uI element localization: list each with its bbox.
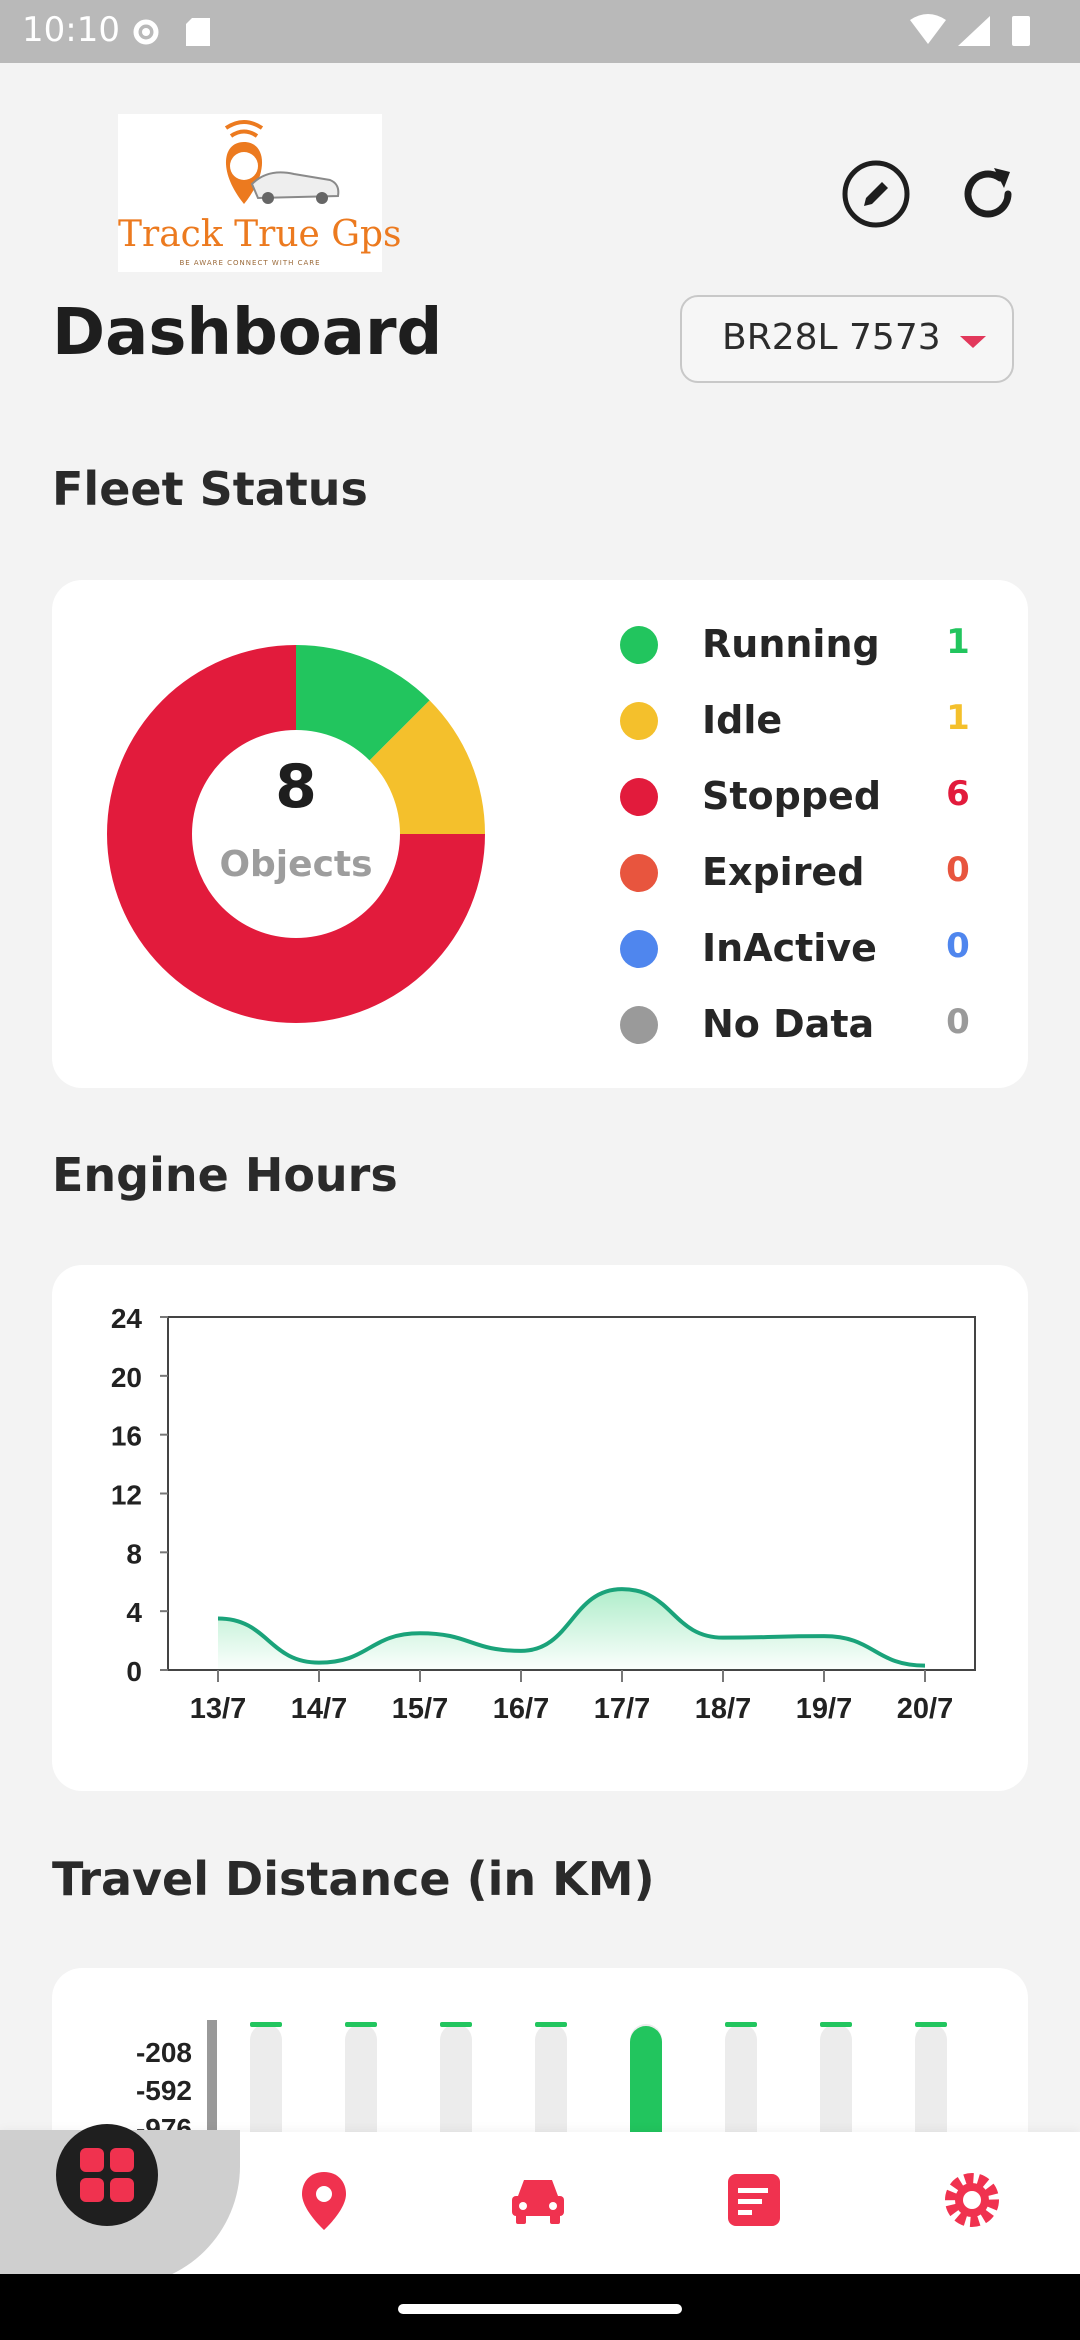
bar-14/7 — [345, 2022, 377, 2027]
chevron-down-icon — [960, 336, 986, 348]
legend-count: 0 — [946, 926, 970, 966]
bar-16/7 — [535, 2022, 567, 2027]
app-logo: Track True Gps BE AWARE CONNECT WITH CAR… — [118, 114, 402, 272]
settings-status-icon — [133, 19, 159, 45]
engine-area-fill — [218, 1589, 925, 1670]
donut-slice-running — [296, 645, 430, 761]
x-tick-label: 19/7 — [796, 1693, 852, 1725]
total-objects-label: Objects — [219, 844, 373, 885]
y-tick-label: 20 — [111, 1362, 142, 1393]
y-tick-label: 16 — [111, 1421, 142, 1452]
travel-distance-title: Travel Distance (in KM) — [52, 1852, 655, 1906]
y-tick-label: 4 — [126, 1597, 142, 1628]
refresh-icon — [964, 168, 1012, 218]
x-tick-label: 18/7 — [695, 1693, 751, 1725]
gear-icon — [945, 2173, 999, 2227]
y-tick-label: 8 — [126, 1538, 142, 1569]
legend-label: Stopped — [702, 774, 882, 818]
logo-text: Track True Gps — [118, 214, 402, 255]
legend-label: Idle — [702, 698, 783, 742]
x-tick-label: 14/7 — [291, 1693, 347, 1725]
nav-dashboard-button[interactable] — [56, 2124, 158, 2226]
bar-15/7 — [440, 2022, 472, 2027]
bar-18/7 — [725, 2022, 757, 2027]
logo-pin-icon — [224, 120, 340, 204]
system-nav-bar — [0, 2274, 1080, 2340]
pencil-circle-icon — [842, 160, 910, 228]
legend-idle[interactable]: Idle 1 — [568, 686, 1008, 746]
engine-hours-title: Engine Hours — [52, 1148, 398, 1202]
bar-13/7 — [250, 2022, 282, 2027]
legend-count: 6 — [946, 774, 970, 814]
x-tick-label: 13/7 — [190, 1693, 246, 1725]
y-tick-label: 24 — [111, 1303, 143, 1334]
battery-icon — [1012, 16, 1030, 46]
legend-running[interactable]: Running 1 — [568, 610, 1008, 670]
status-right-icons — [910, 14, 1030, 46]
page-title: Dashboard — [52, 296, 443, 370]
wifi-icon — [910, 14, 946, 44]
status-icons — [133, 18, 210, 46]
status-bar: 10:10 — [0, 0, 1080, 63]
y-tick-label: 0 — [126, 1656, 142, 1687]
idle-dot — [620, 702, 658, 740]
y-axis — [207, 2020, 217, 2168]
engine-hours-card: 0 4 8 12 16 20 24 13/7 14/7 15/7 16/7 17/7 18/7 19/7 2… — [52, 1265, 1028, 1791]
no-data-dot — [620, 1006, 658, 1044]
dashboard-grid-icon — [80, 2148, 134, 2202]
report-icon — [728, 2174, 780, 2226]
running-dot — [620, 626, 658, 664]
status-time: 10:10 — [22, 10, 120, 50]
x-tick-label: 16/7 — [493, 1693, 549, 1725]
sd-card-icon — [186, 18, 210, 46]
nav-map-button[interactable] — [292, 2168, 356, 2232]
legend-label: InActive — [702, 926, 877, 970]
home-gesture-bar[interactable] — [398, 2304, 682, 2314]
nav-reports-button[interactable] — [722, 2168, 786, 2232]
logo-tagline: BE AWARE CONNECT WITH CARE — [179, 259, 321, 267]
fleet-donut-chart — [107, 645, 485, 1023]
vehicle-select[interactable]: BR28L 7573 — [680, 295, 1014, 383]
legend-inactive[interactable]: InActive 0 — [568, 914, 1008, 974]
fleet-status-card: 8 Objects Running 1 Idle 1 Stopped 6 Exp… — [52, 580, 1028, 1088]
nav-settings-button[interactable] — [940, 2168, 1004, 2232]
legend-label: Expired — [702, 850, 865, 894]
legend-count: 0 — [946, 1002, 970, 1042]
legend-expired[interactable]: Expired 0 — [568, 838, 1008, 898]
x-tick-label: 20/7 — [897, 1693, 953, 1725]
expired-dot — [620, 854, 658, 892]
x-tick-label: 15/7 — [392, 1693, 448, 1725]
engine-line — [217, 1587, 926, 1668]
total-objects-count: 8 — [275, 752, 317, 822]
y-tick-label: 12 — [111, 1480, 142, 1511]
bar-19/7 — [820, 2022, 852, 2027]
signal-icon — [958, 16, 990, 46]
refresh-button[interactable] — [952, 158, 1024, 230]
legend-count: 0 — [946, 850, 970, 890]
legend-label: Running — [702, 622, 880, 666]
fleet-status-title: Fleet Status — [52, 462, 368, 516]
donut-slice-idle — [369, 700, 485, 834]
legend-stopped[interactable]: Stopped 6 — [568, 762, 1008, 822]
x-tick-label: 17/7 — [594, 1693, 650, 1725]
legend-count: 1 — [946, 622, 970, 662]
edit-button[interactable] — [840, 158, 912, 230]
vehicle-select-value: BR28L 7573 — [722, 317, 941, 358]
legend-count: 1 — [946, 698, 970, 738]
legend-no-data[interactable]: No Data 0 — [568, 990, 1008, 1050]
car-icon — [512, 2180, 564, 2224]
stopped-dot — [620, 778, 658, 816]
location-pin-icon — [302, 2172, 346, 2230]
inactive-dot — [620, 930, 658, 968]
y-tick-label: -208 — [136, 2037, 192, 2068]
y-tick-label: -592 — [136, 2075, 192, 2106]
donut-center: 8 Objects — [96, 634, 496, 1034]
engine-hours-chart: 0 4 8 12 16 20 24 13/7 14/7 15/7 16/7 17/7 18/7 19/7 2… — [111, 1303, 976, 1725]
bar-20/7 — [915, 2022, 947, 2027]
nav-vehicles-button[interactable] — [506, 2168, 570, 2232]
legend-label: No Data — [702, 1002, 875, 1046]
donut-slice-stopped — [107, 645, 485, 1023]
